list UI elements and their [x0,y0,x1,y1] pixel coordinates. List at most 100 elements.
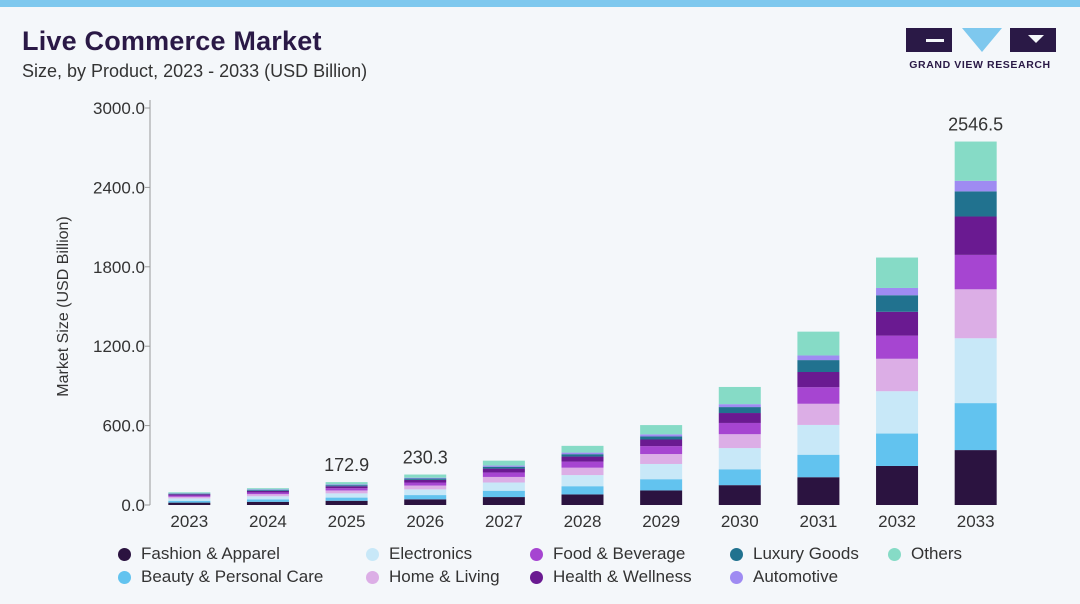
y-tick-label: 600.0 [102,417,145,436]
legend-item: Food & Beverage [530,544,685,564]
bar-segment-automotive-2027 [482,465,525,467]
bar-segment-electronics-2032 [876,391,919,434]
y-tick-label: 1200.0 [93,337,145,356]
bar-segment-luxury-goods-2031 [797,360,840,373]
legend-label: Beauty & Personal Care [141,567,324,586]
legend-item: Electronics [366,544,472,564]
grand-view-research-logo [906,28,1056,52]
legend-swatch [118,570,131,584]
bar-segment-others-2031 [797,331,840,356]
bar-segment-fashion-apparel-2023 [168,502,211,505]
bar-segment-others-2028 [561,445,604,453]
x-tick-label: 2032 [878,512,916,531]
legend-label: Others [911,544,963,563]
x-tick-label: 2033 [957,512,995,531]
legend-label: Food & Beverage [553,544,686,563]
legend-swatch [730,547,743,561]
x-tick-label: 2030 [721,512,759,531]
data-label-2026: 230.3 [403,448,448,468]
bar-segment-home-living-2024 [246,494,289,497]
bar-segment-electronics-2027 [482,482,525,491]
bar-segment-food-beverage-2031 [797,387,840,404]
top-accent-bar [0,0,1080,7]
bar-segment-beauty-personal-care-2031 [797,454,840,478]
bar-segment-luxury-goods-2029 [640,436,683,440]
bar-segment-home-living-2033 [954,289,997,339]
legend-label: Home & Living [389,567,500,586]
bar-segment-home-living-2029 [640,454,683,464]
data-label-2025: 172.9 [324,455,369,475]
bar-segment-health-wellness-2028 [561,456,604,462]
bar-segment-others-2024 [246,488,289,490]
bar-segment-food-beverage-2032 [876,335,919,359]
bar-segment-luxury-goods-2032 [876,295,919,312]
y-axis-label: Market Size (USD Billion) [55,216,72,396]
bar-segment-automotive-2025 [325,484,368,486]
bar-segment-others-2033 [954,141,997,181]
bar-segment-others-2025 [325,482,368,485]
bar-segment-health-wellness-2025 [325,486,368,489]
bar-segment-fashion-apparel-2033 [954,450,997,505]
bar-segment-home-living-2031 [797,403,840,425]
bar-segment-fashion-apparel-2024 [246,501,289,505]
bar-segment-beauty-personal-care-2024 [246,499,289,502]
bar-segment-automotive-2033 [954,180,997,192]
legend-swatch [888,547,901,561]
x-tick-label: 2026 [406,512,444,531]
chart-subtitle: Size, by Product, 2023 - 2033 (USD Billi… [22,61,368,81]
bar-segment-others-2027 [482,460,525,466]
bar-segment-automotive-2029 [640,434,683,437]
legend-swatch [530,547,543,561]
bar-segment-electronics-2029 [640,463,683,480]
bar-segment-home-living-2026 [404,485,447,490]
bar-segment-home-living-2025 [325,490,368,494]
legend-swatch [530,570,543,584]
bar-segment-fashion-apparel-2026 [404,499,447,505]
bar-segment-food-beverage-2028 [561,461,604,468]
x-tick-label: 2027 [485,512,523,531]
bar-segment-home-living-2030 [718,434,761,449]
legend-swatch [366,570,379,584]
bar-segment-fashion-apparel-2030 [718,485,761,505]
bar-segment-electronics-2024 [246,496,289,500]
y-tick-label: 3000.0 [93,99,145,118]
bar-segment-automotive-2032 [876,287,919,296]
bar-segment-automotive-2026 [404,477,447,479]
bar-segment-food-beverage-2030 [718,422,761,435]
bar-segment-automotive-2028 [561,452,604,455]
bar-segment-fashion-apparel-2028 [561,494,604,505]
legend-item: Fashion & Apparel [118,544,280,564]
legend-item: Automotive [730,567,838,587]
bar-segment-health-wellness-2032 [876,311,919,336]
bar-segment-food-beverage-2025 [325,488,368,491]
bar-segment-others-2029 [640,425,683,435]
x-tick-label: 2028 [564,512,602,531]
bar-segment-beauty-personal-care-2033 [954,403,997,451]
bar-segment-electronics-2026 [404,489,447,496]
bar-segment-luxury-goods-2030 [718,407,761,414]
bar-segment-home-living-2032 [876,358,919,392]
bar-segment-others-2026 [404,474,447,478]
bar-segment-beauty-personal-care-2032 [876,433,919,466]
bar-segment-health-wellness-2031 [797,372,840,388]
bar-segment-luxury-goods-2028 [561,454,604,457]
bar-segment-home-living-2028 [561,467,604,476]
bar-segment-beauty-personal-care-2029 [640,479,683,491]
bar-segment-beauty-personal-care-2025 [325,497,368,501]
legend-item: Beauty & Personal Care [118,567,323,587]
bar-segment-health-wellness-2026 [404,479,447,483]
bar-segment-home-living-2023 [168,496,211,499]
legend-item: Health & Wellness [530,567,692,587]
bar-segment-fashion-apparel-2031 [797,477,840,505]
bar-segment-others-2023 [168,492,211,494]
legend-item: Others [888,544,962,564]
bar-segment-food-beverage-2026 [404,482,447,486]
chart-legend: Fashion & Apparel Electronics Food & Bever… [118,544,1018,596]
bar-segment-health-wellness-2023 [168,494,211,496]
bar-segment-fashion-apparel-2027 [482,497,525,505]
data-label-2033: 2546.5 [948,115,1003,135]
bar-segment-luxury-goods-2033 [954,191,997,217]
y-tick-label: 1800.0 [93,258,145,277]
bar-segment-food-beverage-2033 [954,254,997,290]
